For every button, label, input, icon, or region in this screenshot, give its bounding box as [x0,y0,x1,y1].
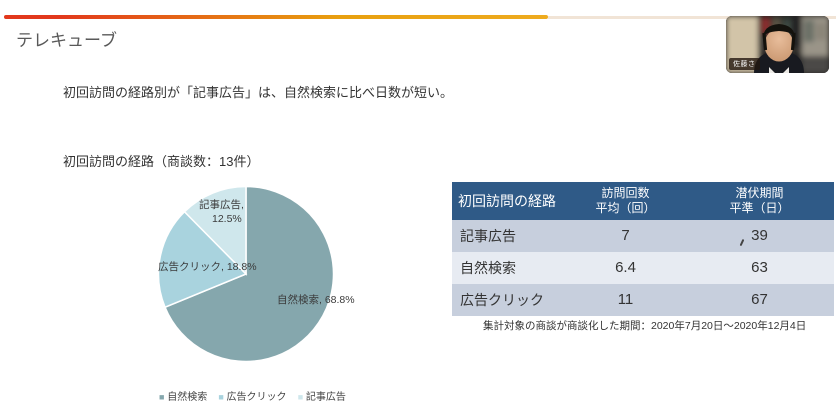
svg-text:12.5%: 12.5% [212,213,242,225]
svg-text:自然検索, 68.8%: 自然検索, 68.8% [277,293,355,306]
svg-text:記事広告,: 記事広告, [199,198,244,211]
svg-text:広告クリック, 18.8%: 広告クリック, 18.8% [158,260,257,273]
